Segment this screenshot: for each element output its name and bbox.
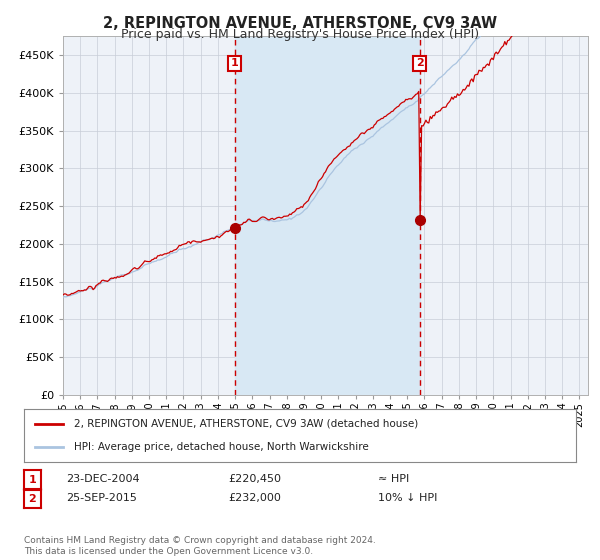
Text: 2, REPINGTON AVENUE, ATHERSTONE, CV9 3AW: 2, REPINGTON AVENUE, ATHERSTONE, CV9 3AW xyxy=(103,16,497,31)
Text: 2, REPINGTON AVENUE, ATHERSTONE, CV9 3AW (detached house): 2, REPINGTON AVENUE, ATHERSTONE, CV9 3AW… xyxy=(74,419,418,429)
Text: 25-SEP-2015: 25-SEP-2015 xyxy=(66,493,137,503)
Text: 10% ↓ HPI: 10% ↓ HPI xyxy=(378,493,437,503)
Text: HPI: Average price, detached house, North Warwickshire: HPI: Average price, detached house, Nort… xyxy=(74,442,368,452)
Text: 1: 1 xyxy=(29,475,36,484)
Text: £232,000: £232,000 xyxy=(228,493,281,503)
Text: £220,450: £220,450 xyxy=(228,474,281,484)
Text: 2: 2 xyxy=(29,494,36,504)
Text: Contains HM Land Registry data © Crown copyright and database right 2024.
This d: Contains HM Land Registry data © Crown c… xyxy=(24,536,376,556)
Bar xyxy=(235,36,420,395)
Text: Price paid vs. HM Land Registry's House Price Index (HPI): Price paid vs. HM Land Registry's House … xyxy=(121,28,479,41)
Text: 2: 2 xyxy=(416,58,424,68)
Text: 23-DEC-2004: 23-DEC-2004 xyxy=(66,474,140,484)
Text: 1: 1 xyxy=(231,58,239,68)
Text: ≈ HPI: ≈ HPI xyxy=(378,474,409,484)
